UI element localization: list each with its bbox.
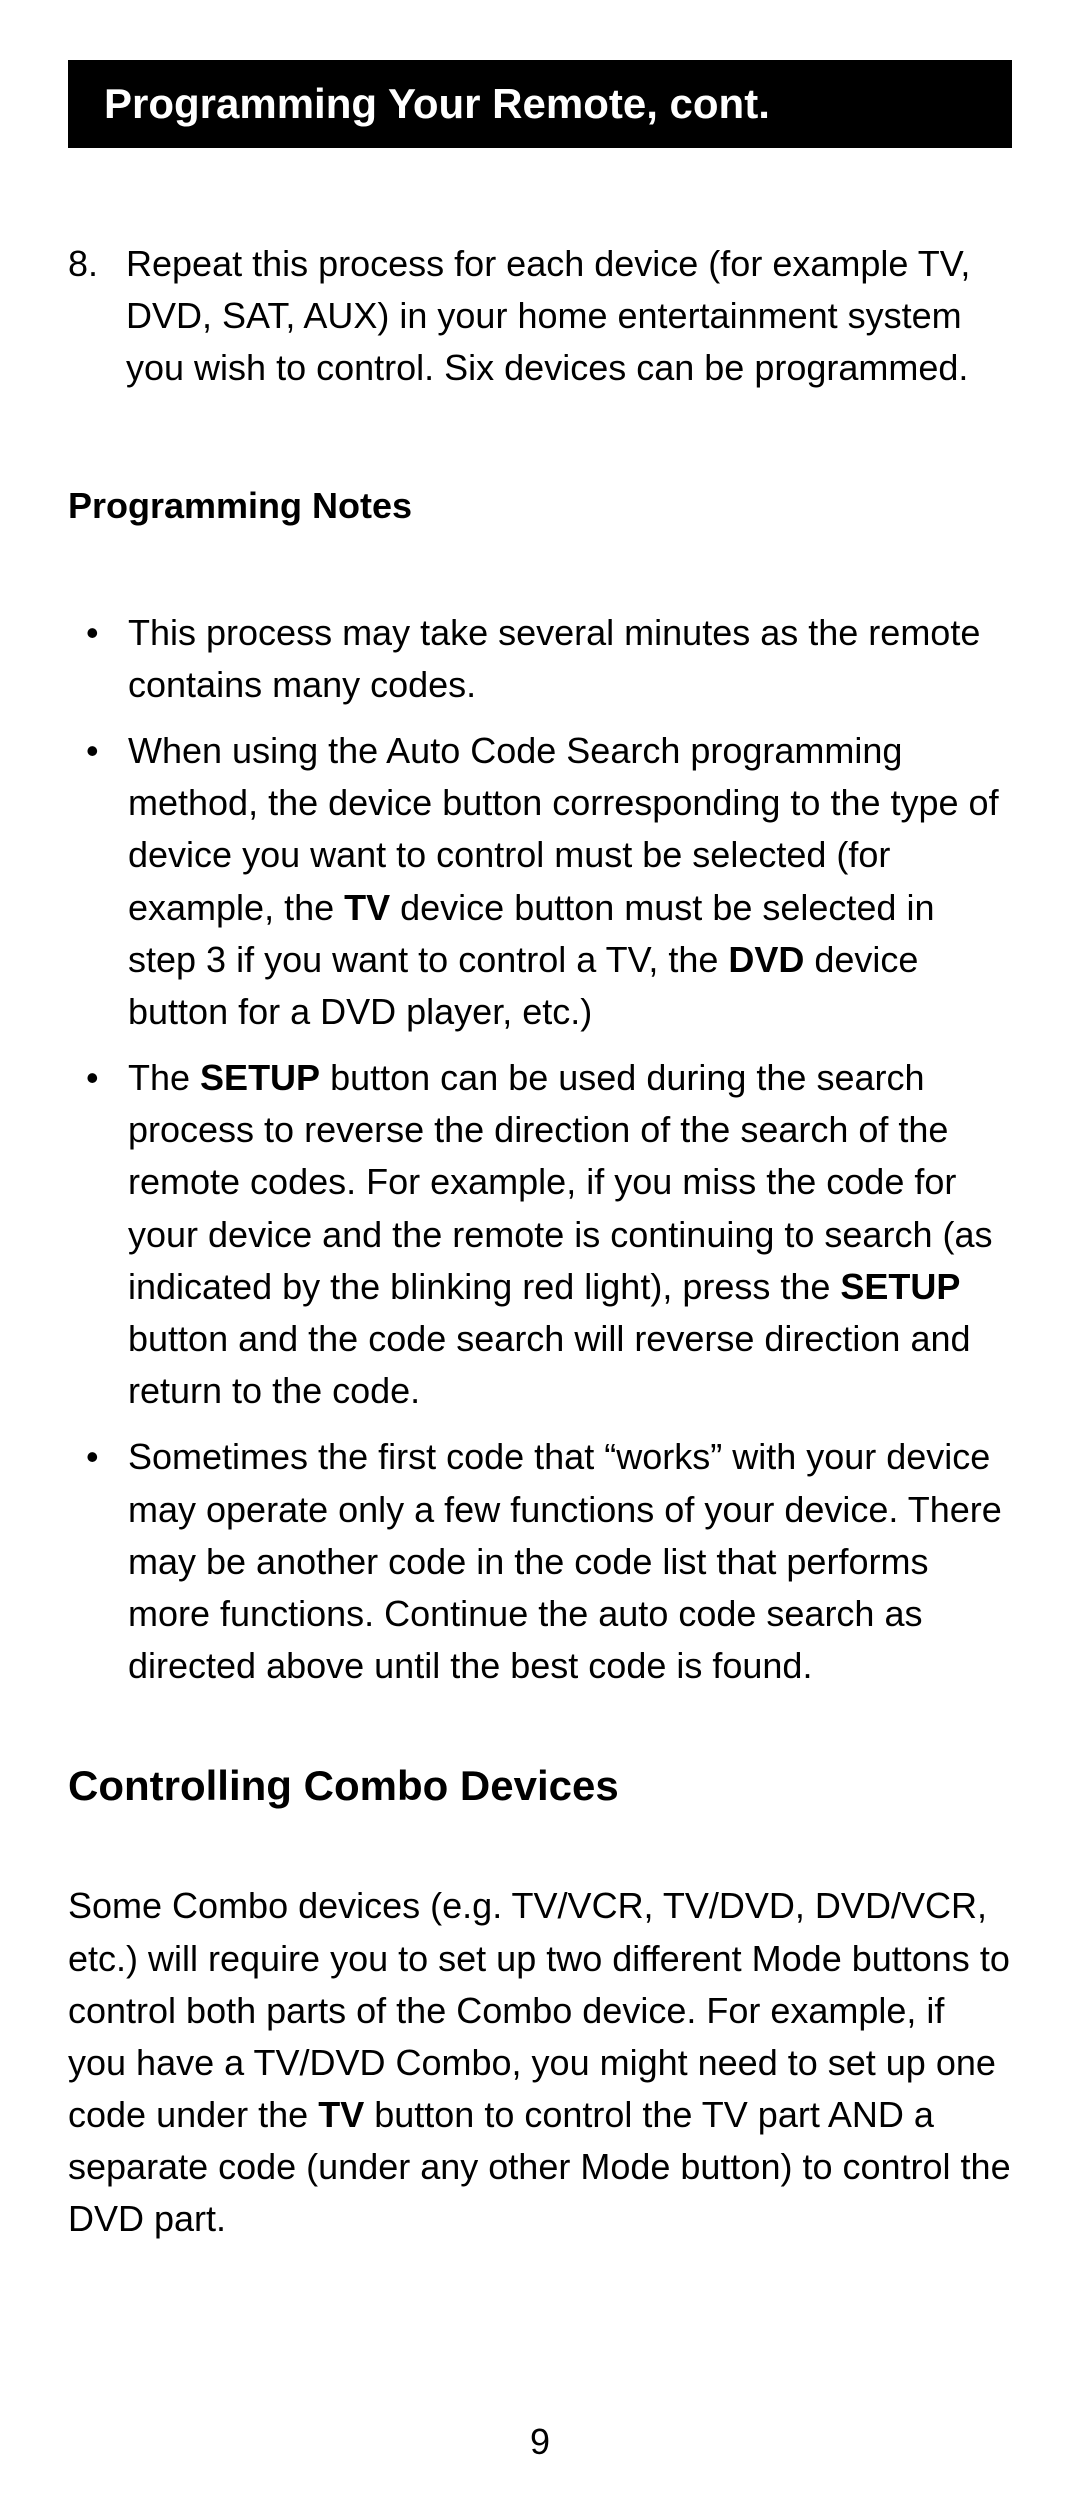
bullet-icon: •: [68, 725, 128, 1038]
page-number: 9: [0, 2421, 1080, 2463]
text-run: The: [128, 1057, 200, 1098]
bold-dvd: DVD: [728, 939, 804, 980]
notes-heading: Programming Notes: [68, 485, 1012, 527]
bullet-icon: •: [68, 1431, 128, 1692]
list-item: • This process may take several minutes …: [68, 607, 1012, 711]
list-item: • When using the Auto Code Search progra…: [68, 725, 1012, 1038]
bullet-icon: •: [68, 607, 128, 711]
step-number: 8.: [68, 238, 126, 395]
bold-setup: SETUP: [840, 1266, 960, 1307]
list-item: • The SETUP button can be used during th…: [68, 1052, 1012, 1417]
list-item-text: Sometimes the first code that “works” wi…: [128, 1431, 1012, 1692]
combo-heading: Controlling Combo Devices: [68, 1762, 1012, 1810]
bold-tv: TV: [344, 887, 390, 928]
list-item-text: When using the Auto Code Search programm…: [128, 725, 1012, 1038]
notes-list: • This process may take several minutes …: [68, 607, 1012, 1693]
bold-setup: SETUP: [200, 1057, 320, 1098]
document-page: Programming Your Remote, cont. 8. Repeat…: [0, 0, 1080, 2519]
list-item: • Sometimes the first code that “works” …: [68, 1431, 1012, 1692]
section-header-title: Programming Your Remote, cont.: [104, 80, 770, 127]
numbered-step: 8. Repeat this process for each device (…: [68, 238, 1012, 395]
bullet-icon: •: [68, 1052, 128, 1417]
step-text: Repeat this process for each device (for…: [126, 238, 1012, 395]
text-run: button and the code search will reverse …: [128, 1318, 971, 1411]
section-header: Programming Your Remote, cont.: [68, 60, 1012, 148]
bold-tv: TV: [318, 2094, 364, 2135]
list-item-text: The SETUP button can be used during the …: [128, 1052, 1012, 1417]
combo-paragraph: Some Combo devices (e.g. TV/VCR, TV/DVD,…: [68, 1880, 1012, 2245]
list-item-text: This process may take several minutes as…: [128, 607, 1012, 711]
